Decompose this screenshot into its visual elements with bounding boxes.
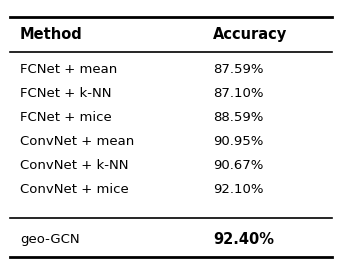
Text: Method: Method bbox=[20, 27, 83, 42]
Text: ConvNet + mice: ConvNet + mice bbox=[20, 183, 129, 196]
Text: 92.10%: 92.10% bbox=[213, 183, 263, 196]
Text: 90.95%: 90.95% bbox=[213, 135, 263, 148]
Text: 87.10%: 87.10% bbox=[213, 87, 263, 100]
Text: 92.40%: 92.40% bbox=[213, 232, 274, 247]
Text: 90.67%: 90.67% bbox=[213, 159, 263, 172]
Text: FCNet + k-NN: FCNet + k-NN bbox=[20, 87, 111, 100]
Text: geo-GCN: geo-GCN bbox=[20, 233, 80, 246]
Text: FCNet + mean: FCNet + mean bbox=[20, 63, 117, 76]
Text: 87.59%: 87.59% bbox=[213, 63, 263, 76]
Text: ConvNet + k-NN: ConvNet + k-NN bbox=[20, 159, 128, 172]
Text: Accuracy: Accuracy bbox=[213, 27, 287, 42]
Text: FCNet + mice: FCNet + mice bbox=[20, 111, 111, 124]
Text: ConvNet + mean: ConvNet + mean bbox=[20, 135, 134, 148]
Text: 88.59%: 88.59% bbox=[213, 111, 263, 124]
